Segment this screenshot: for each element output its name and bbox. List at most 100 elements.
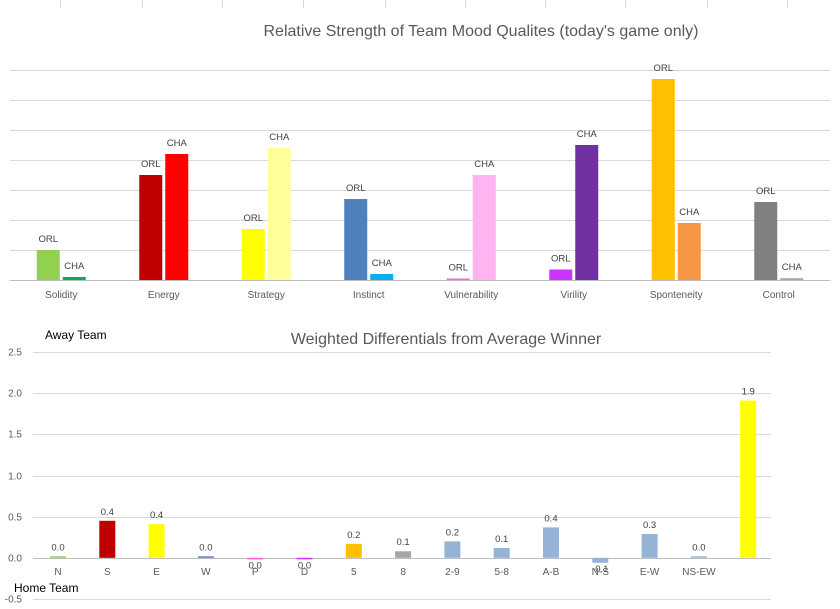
- away-team-label: Away Team: [45, 328, 107, 342]
- differential-bar: [740, 400, 757, 558]
- differential-value-label: 0.2: [446, 527, 459, 538]
- sheet-column-line: [303, 0, 304, 8]
- y-tick-label: 2.0: [8, 389, 22, 400]
- bar-orl-strategy: [241, 229, 265, 280]
- differential-bar: [690, 556, 707, 558]
- x-category-label: N-S: [592, 567, 610, 578]
- category-label-energy: Energy: [148, 290, 180, 301]
- bar-label-cha: CHA: [64, 261, 85, 272]
- bar-cha-solidity: [62, 277, 86, 280]
- bar-label-orl: ORL: [346, 183, 366, 194]
- sheet-column-line: [222, 0, 223, 8]
- differential-bar: [641, 533, 658, 558]
- category-label-virility: Virility: [561, 290, 587, 301]
- bar-label-cha: CHA: [372, 258, 393, 269]
- weighted-differentials-chart[interactable]: Weighted Differentials from Average Winn…: [0, 305, 840, 609]
- chart2-title: Weighted Differentials from Average Winn…: [291, 331, 602, 348]
- x-category-label: 8: [400, 567, 406, 578]
- x-category-label: E: [153, 567, 160, 578]
- mood-qualities-chart[interactable]: Relative Strength of Team Mood Qualites …: [0, 0, 840, 305]
- bar-label-cha: CHA: [167, 138, 188, 149]
- bar-cha-vulnerability: [472, 175, 496, 280]
- sheet-column-line: [60, 0, 61, 8]
- bar-orl-vulnerability: [446, 278, 470, 280]
- x-category-label: NS-EW: [682, 567, 716, 578]
- differential-value-label: 1.9: [742, 387, 755, 398]
- bar-label-orl: ORL: [38, 234, 58, 245]
- y-tick-label: 1.5: [8, 430, 22, 441]
- differential-value-label: 0.4: [101, 507, 114, 518]
- differential-bar: [197, 556, 214, 558]
- x-category-label: 5: [351, 567, 357, 578]
- bar-label-cha: CHA: [577, 129, 598, 140]
- bar-cha-strategy: [267, 148, 291, 280]
- x-category-label: P: [252, 567, 259, 578]
- differential-bar: [148, 524, 165, 558]
- differential-value-label: 0.1: [495, 534, 508, 545]
- bar-label-orl: ORL: [448, 263, 468, 274]
- home-team-label: Home Team: [14, 581, 78, 595]
- bar-orl-solidity: [36, 250, 60, 280]
- x-category-label: 5-8: [494, 567, 509, 578]
- bar-orl-sponteneity: [651, 79, 675, 280]
- bar-label-cha: CHA: [782, 262, 803, 273]
- x-category-label: N: [54, 567, 61, 578]
- differential-bar: [592, 557, 609, 563]
- bar-label-orl: ORL: [243, 213, 263, 224]
- chart2-gridlines: [33, 352, 771, 600]
- differential-value-label: 0.0: [298, 560, 311, 571]
- bar-cha-sponteneity: [677, 223, 701, 280]
- sheet-column-line: [707, 0, 708, 8]
- bar-label-orl: ORL: [653, 63, 673, 74]
- x-category-label: D: [301, 567, 308, 578]
- bar-cha-virility: [575, 145, 599, 280]
- sheet-column-line: [545, 0, 546, 8]
- differential-bar: [543, 527, 559, 558]
- category-label-sponteneity: Sponteneity: [650, 290, 703, 301]
- chart1-title: Relative Strength of Team Mood Qualites …: [264, 23, 699, 40]
- bar-cha-energy: [165, 154, 189, 280]
- bar-label-orl: ORL: [551, 254, 571, 265]
- sheet-column-line: [787, 0, 788, 8]
- bar-cha-control: [780, 278, 804, 280]
- bar-orl-energy: [139, 175, 163, 280]
- bar-orl-instinct: [344, 199, 368, 280]
- category-label-vulnerability: Vulnerability: [444, 290, 498, 301]
- bar-label-cha: CHA: [269, 132, 290, 143]
- category-label-control: Control: [763, 290, 795, 301]
- differential-value-label: 0.0: [51, 542, 64, 553]
- sheet-column-line: [385, 0, 386, 8]
- chart2-labels: -0.5 0.0 0.5 1.0 1.5 2.0 2.5 0.0 N 0.4 S 0.4 E 0.0 W 0.…: [5, 348, 755, 606]
- category-label-solidity: Solidity: [45, 290, 77, 301]
- y-tick-label: 1.0: [8, 472, 22, 483]
- differential-bar: [395, 551, 412, 558]
- sheet-column-line: [142, 0, 143, 8]
- y-tick-label: -0.5: [5, 595, 23, 606]
- differential-value-label: 0.0: [249, 560, 262, 571]
- differential-value-label: 0.1: [396, 537, 409, 548]
- chart1-labels: ORL CHA Solidity ORL CHA Energy ORL CHA Strategy…: [38, 63, 802, 301]
- x-category-label: S: [104, 567, 111, 578]
- spreadsheet-grid-strip: [0, 0, 840, 8]
- differential-bar: [296, 557, 313, 560]
- x-category-label: W: [201, 567, 211, 578]
- bar-orl-control: [754, 202, 778, 280]
- differential-bar: [345, 543, 362, 558]
- differential-bar: [247, 557, 264, 560]
- category-label-strategy: Strategy: [248, 290, 285, 301]
- differential-value-label: 0.3: [643, 520, 656, 531]
- differential-value-label: 0.4: [544, 513, 557, 524]
- x-category-label: E-W: [640, 567, 660, 578]
- bar-label-cha: CHA: [679, 207, 700, 218]
- differential-bar: [99, 520, 116, 558]
- x-category-label: 2-9: [445, 567, 460, 578]
- differential-bar: [444, 541, 461, 558]
- y-tick-label: 2.5: [8, 348, 22, 359]
- chart2-bars: [50, 400, 757, 563]
- differential-bar: [50, 556, 66, 558]
- differential-bar: [493, 547, 510, 558]
- bar-label-orl: ORL: [141, 159, 161, 170]
- y-tick-label: 0.0: [8, 554, 22, 565]
- differential-value-label: 0.4: [150, 510, 163, 521]
- bar-label-orl: ORL: [756, 186, 776, 197]
